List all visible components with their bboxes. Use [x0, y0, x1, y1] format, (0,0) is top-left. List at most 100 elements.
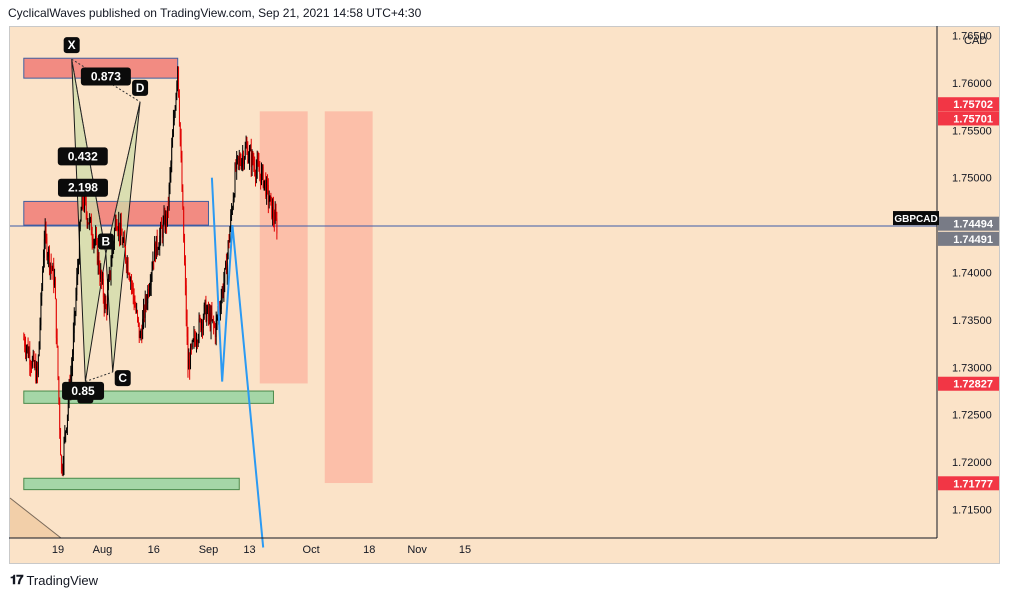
candle-body — [36, 366, 38, 381]
candle-body — [59, 400, 61, 430]
candle-body — [226, 255, 228, 274]
candle-body — [78, 229, 80, 263]
candle-body — [52, 265, 54, 271]
candle-body — [231, 210, 232, 215]
x-tick-label-0: 19 — [52, 544, 64, 556]
candle-body — [132, 285, 134, 296]
candle-body — [67, 414, 68, 429]
zone-demand-3[interactable] — [23, 477, 240, 491]
zone-target-5[interactable] — [324, 111, 373, 484]
ratio-badge-0 — [57, 147, 108, 166]
y-tick-label-0: 1.76500 — [952, 30, 992, 42]
candle-body — [159, 235, 161, 248]
candle-body — [147, 289, 149, 304]
candle-body — [126, 260, 127, 268]
tv-logo-icon: 𝟏𝟕 — [10, 572, 24, 587]
candle-body — [228, 241, 230, 243]
candle-body — [152, 261, 154, 270]
candle-body — [230, 214, 232, 230]
x-tick-label-1: Aug — [93, 544, 113, 556]
candle-body — [120, 223, 121, 237]
candle-body — [85, 201, 87, 214]
candle-body — [201, 322, 203, 331]
candle-body — [241, 160, 243, 168]
candle-body — [84, 197, 86, 202]
candle-body — [86, 213, 88, 224]
candle-body — [142, 318, 144, 339]
ratio-label-2: 2.198 — [68, 181, 98, 195]
candle-body — [99, 270, 101, 279]
candle-body — [155, 243, 156, 259]
price-tag-1 — [938, 111, 999, 126]
candle-body — [236, 156, 238, 169]
candle-body — [128, 273, 130, 277]
candle-body — [268, 201, 270, 203]
candle-body — [226, 262, 227, 274]
candle-body — [61, 455, 62, 470]
pattern-point-badge-B — [97, 233, 114, 250]
candle-body — [197, 337, 199, 343]
candle-body — [205, 300, 207, 322]
candle-body — [45, 228, 47, 238]
candle-body — [237, 156, 238, 158]
candle-body — [191, 340, 193, 348]
candle-body — [174, 109, 176, 116]
brand-name: TradingView — [26, 572, 99, 588]
candle-body — [193, 335, 195, 340]
x-tick-label-3: Sep — [199, 544, 219, 556]
candle-body — [238, 158, 240, 160]
candle-body — [72, 354, 73, 369]
candle-body — [242, 155, 244, 161]
candle-body — [223, 282, 225, 294]
zone-target-4[interactable] — [259, 111, 308, 384]
candle-body — [232, 208, 233, 211]
candle-body — [78, 262, 79, 269]
candlestick-chart[interactable]: 1.765001.760001.755001.750001.745001.740… — [9, 26, 1000, 564]
candle-body — [72, 332, 74, 355]
candle-body — [102, 278, 103, 282]
candle-body — [31, 365, 32, 367]
y-tick-label-1: 1.76000 — [952, 78, 992, 90]
candle-body — [212, 319, 214, 321]
candle-body — [161, 225, 162, 229]
symbol-tag — [893, 211, 939, 226]
candle-body — [146, 303, 148, 305]
candle-body — [37, 366, 38, 375]
candle-body — [102, 278, 104, 298]
candle-body — [257, 160, 259, 165]
candle-body — [172, 135, 173, 148]
candle-body — [190, 346, 192, 348]
candle-body — [189, 359, 191, 369]
candle-body — [155, 236, 157, 259]
candle-body — [115, 220, 117, 227]
ratio-badge-1 — [80, 67, 131, 86]
candle-body — [258, 164, 260, 172]
candle-body — [225, 262, 226, 269]
candle-body — [40, 296, 42, 326]
candle-body — [63, 440, 65, 465]
candle-body — [64, 432, 66, 441]
candle-body — [246, 146, 248, 149]
candle-body — [116, 226, 118, 230]
projection-path — [210, 177, 265, 548]
candle-body — [98, 255, 100, 271]
candle-body — [262, 166, 264, 187]
candle-body — [153, 261, 155, 263]
candle-body — [188, 359, 190, 370]
candle-body — [208, 306, 209, 317]
candle-body — [234, 167, 236, 196]
candle-body — [260, 173, 262, 184]
candle-body — [249, 149, 251, 151]
candle-body — [207, 306, 209, 312]
candle-body — [96, 240, 98, 264]
candle-body — [55, 278, 56, 299]
candle-body — [185, 285, 187, 320]
zone-demand-2[interactable] — [23, 390, 274, 404]
candle-body — [26, 345, 28, 348]
candle-body — [229, 229, 231, 243]
candle-body — [87, 222, 89, 224]
price-tag-5 — [938, 476, 999, 491]
candle-body — [194, 335, 196, 340]
ratio-label-3: 0.85 — [71, 384, 95, 398]
candle-body — [192, 339, 194, 341]
